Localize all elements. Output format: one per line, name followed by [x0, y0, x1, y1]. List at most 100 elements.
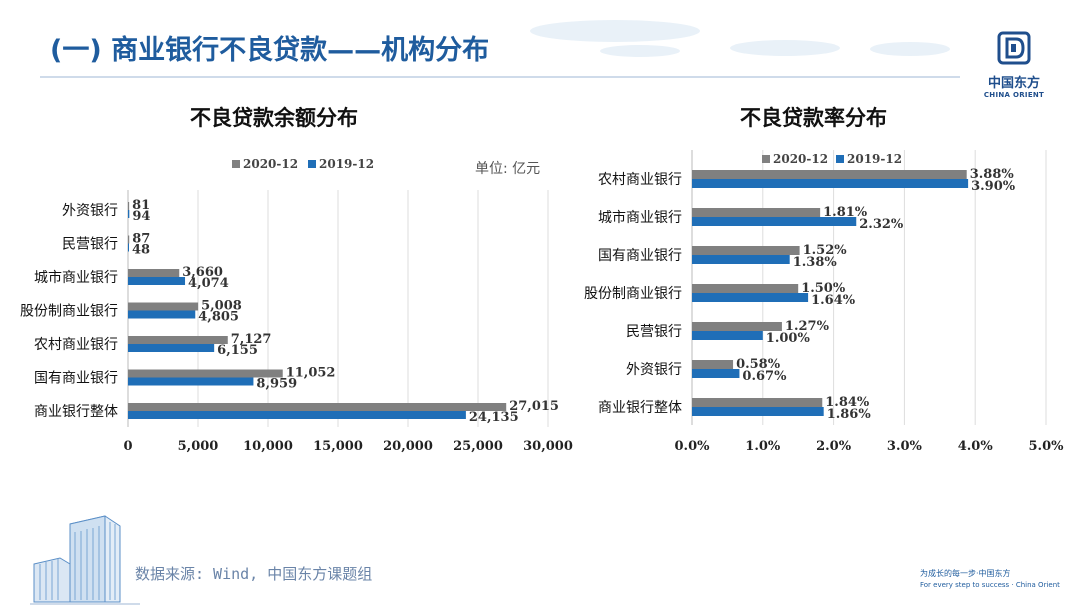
legend-label: 2019-12	[319, 157, 374, 171]
data-label: 4,074	[188, 276, 229, 291]
bar-2020-12	[692, 170, 967, 179]
data-label: 94	[132, 209, 150, 224]
logo-name-cn: 中国东方	[987, 76, 1040, 91]
slogan-cn: 为成长的每一步·中国东方	[920, 569, 1011, 578]
logo-name-en: CHINA ORIENT	[983, 91, 1045, 99]
x-tick-label: 2.0%	[816, 439, 852, 454]
data-label: 1.52%	[803, 243, 848, 258]
data-label: 27,015	[509, 399, 559, 414]
x-tick-label: 30,000	[523, 439, 573, 454]
title-divider	[40, 76, 960, 78]
bar-2020-12	[692, 360, 734, 369]
data-label: 1.86%	[827, 407, 872, 422]
bar-2019-12	[692, 293, 809, 302]
category-label: 国有商业银行	[34, 371, 118, 387]
data-label: 81	[132, 198, 150, 213]
x-tick-label: 25,000	[453, 439, 503, 454]
data-label: 24,135	[469, 410, 519, 425]
x-tick-label: 1.0%	[745, 439, 781, 454]
chart2-title: 不良贷款率分布	[740, 106, 887, 130]
data-label: 2.32%	[859, 217, 904, 232]
bar-2020-12	[128, 269, 180, 277]
legend-label: 2019-12	[847, 152, 902, 166]
data-label: 1.38%	[793, 255, 838, 270]
data-label: 1.84%	[825, 395, 870, 410]
x-tick-label: 15,000	[313, 439, 363, 454]
bar-2019-12	[128, 411, 466, 419]
chart1-title: 不良贷款余额分布	[190, 106, 358, 130]
category-label: 股份制商业银行	[584, 286, 682, 302]
category-label: 农村商业银行	[34, 337, 118, 353]
data-label: 87	[132, 232, 150, 247]
bar-2019-12	[692, 255, 790, 264]
x-tick-label: 5,000	[178, 439, 219, 454]
data-label: 1.81%	[823, 205, 868, 220]
x-tick-label: 0	[123, 439, 132, 454]
bar-2020-12	[692, 284, 799, 293]
source-note: 数据来源: Wind, 中国东方课题组	[135, 565, 373, 583]
china-orient-logo-icon	[997, 31, 1031, 65]
legend-swatch	[836, 155, 844, 163]
legend-swatch	[232, 160, 240, 168]
cloud-decoration	[600, 45, 680, 57]
category-label: 外资银行	[62, 203, 118, 219]
data-label: 0.67%	[742, 369, 787, 384]
category-label: 民营银行	[626, 324, 682, 340]
bar-2019-12	[128, 310, 196, 319]
category-label: 民营银行	[62, 237, 118, 253]
legend-swatch	[762, 155, 770, 163]
category-label: 农村商业银行	[598, 172, 682, 188]
npl-balance-chart: 0 5,000 10,000 15,000 20,000 25,000 30,000 2020…	[20, 157, 573, 454]
category-label: 商业银行整体	[34, 404, 118, 420]
x-tick-label: 10,000	[243, 439, 293, 454]
data-label: 11,052	[286, 366, 336, 381]
bar-2020-12	[128, 302, 199, 311]
bar-2020-12	[128, 369, 283, 378]
data-label: 6,155	[217, 343, 258, 358]
bar-2020-12	[128, 202, 130, 210]
bar-2020-12	[128, 235, 130, 244]
legend-label: 2020-12	[773, 152, 828, 166]
bar-2019-12	[128, 243, 129, 252]
x-tick-label: 20,000	[383, 439, 433, 454]
bar-2019-12	[128, 210, 130, 218]
bar-2019-12	[128, 377, 254, 386]
building-illustration	[30, 515, 140, 605]
slogan-en: For every step to success · China Orient	[920, 581, 1060, 589]
data-label: 3.88%	[970, 167, 1015, 182]
data-label: 5,008	[201, 299, 242, 314]
cloud-decoration	[730, 40, 840, 56]
bar-2019-12	[692, 179, 969, 188]
data-label: 48	[132, 243, 150, 258]
bar-2020-12	[692, 208, 821, 217]
bar-2020-12	[692, 246, 800, 255]
category-label: 国有商业银行	[598, 248, 682, 264]
x-tick-label: 5.0%	[1029, 439, 1065, 454]
company-logo: 中国东方 CHINA ORIENT	[980, 30, 1048, 99]
x-tick-label: 0.0%	[675, 439, 711, 454]
cloud-decoration	[870, 42, 950, 56]
data-label: 8,959	[256, 377, 297, 392]
bar-2019-12	[692, 369, 740, 378]
category-label: 外资银行	[626, 362, 682, 378]
unit-label: 单位: 亿元	[475, 161, 540, 177]
bar-2019-12	[692, 217, 857, 226]
category-label: 商业银行整体	[598, 400, 682, 416]
bar-2019-12	[128, 277, 186, 285]
data-label: 4,805	[198, 310, 239, 325]
x-tick-label: 4.0%	[958, 439, 994, 454]
x-tick-label: 3.0%	[887, 439, 923, 454]
data-label: 0.58%	[736, 357, 781, 372]
category-label: 城市商业银行	[34, 269, 118, 286]
data-label: 3.90%	[971, 179, 1016, 194]
page-title: (一) 商业银行不良贷款——机构分布	[50, 35, 490, 66]
bar-2020-12	[692, 398, 823, 407]
bar-2019-12	[692, 331, 763, 340]
data-label: 7,127	[231, 332, 272, 347]
bar-2020-12	[692, 322, 782, 331]
category-label: 城市商业银行	[598, 209, 682, 226]
data-label: 1.50%	[801, 281, 846, 296]
bar-2020-12	[128, 403, 507, 411]
bar-2019-12	[128, 344, 215, 352]
data-label: 1.64%	[811, 293, 856, 308]
